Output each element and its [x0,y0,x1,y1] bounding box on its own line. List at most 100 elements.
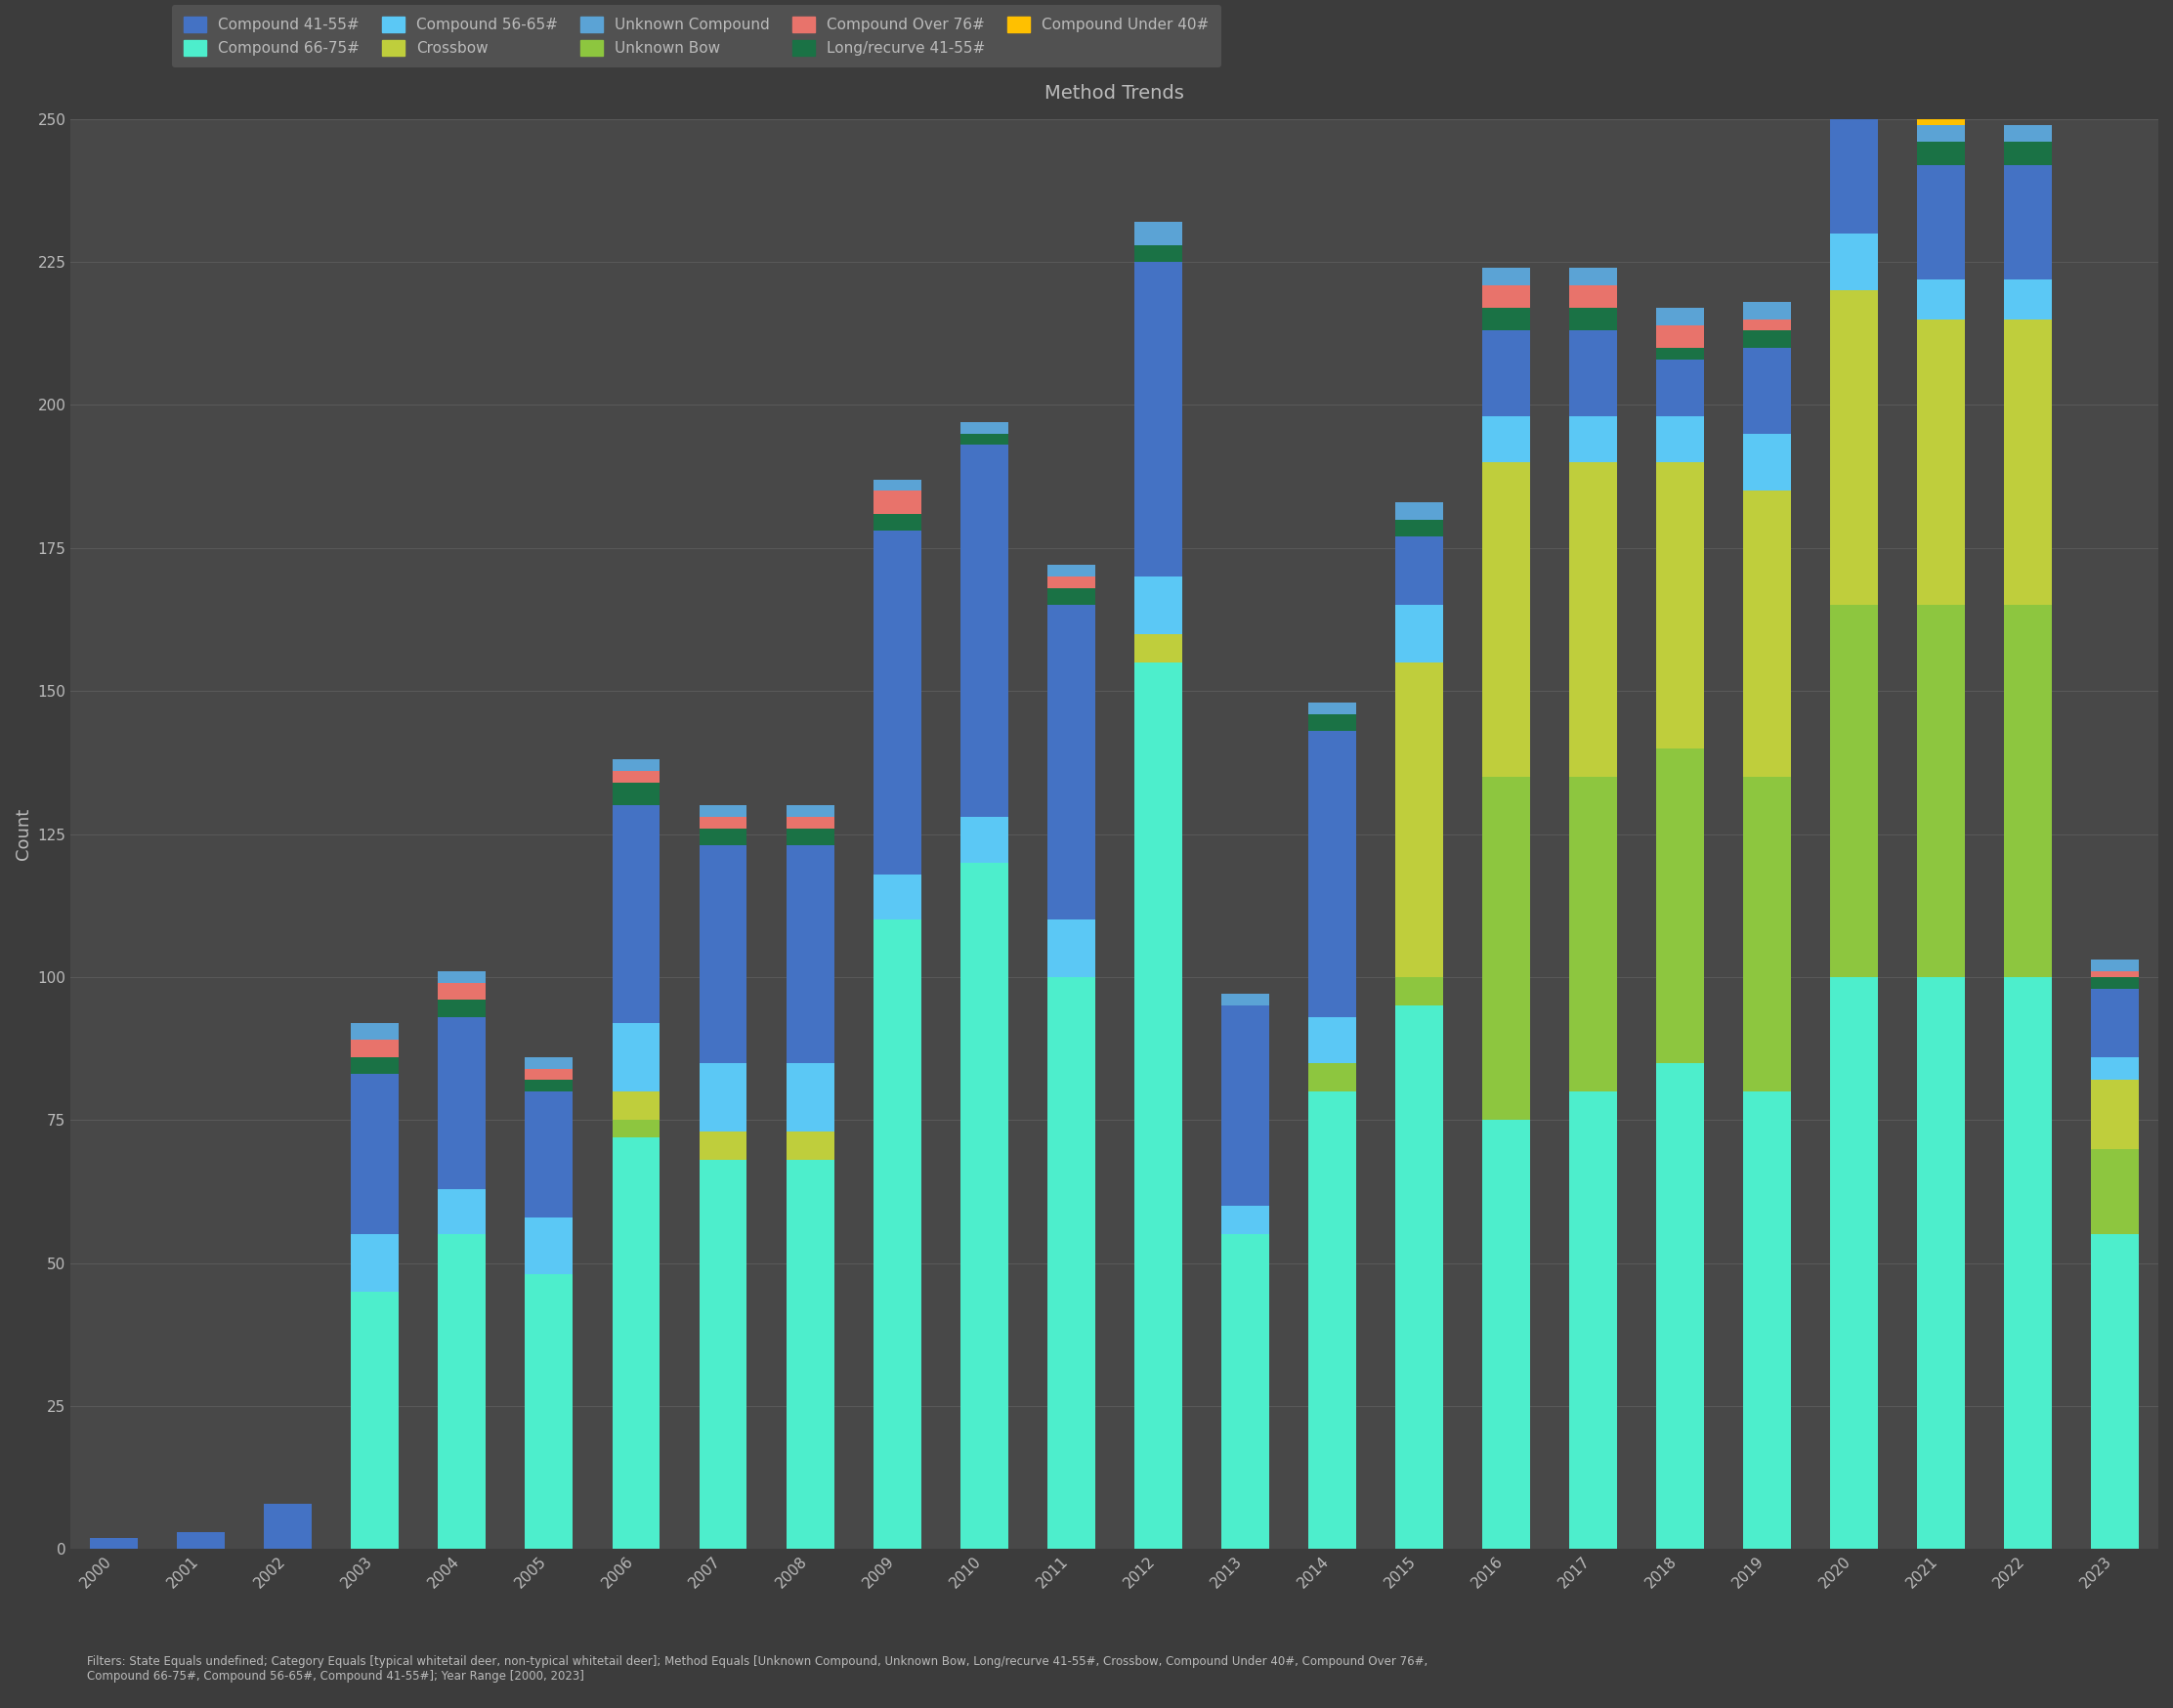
Bar [352,1235,400,1291]
Bar [1482,777,1530,1120]
Bar [526,1057,574,1069]
Bar [874,531,921,874]
Bar [1221,1206,1269,1235]
Bar [526,1218,574,1274]
Bar [1917,977,1964,1549]
Bar [613,760,661,770]
Bar [1482,285,1530,307]
Bar [874,480,921,490]
Bar [265,1503,313,1549]
Bar [2090,977,2138,989]
Bar [1047,921,1095,977]
Bar [700,1160,748,1549]
Bar [1830,39,1877,56]
Bar [1308,702,1356,714]
Bar [874,514,921,531]
Bar [787,806,834,816]
Bar [787,1131,834,1160]
Bar [700,1131,748,1160]
Bar [526,1079,574,1091]
Bar [1134,244,1182,261]
Bar [787,1160,834,1549]
Bar [1743,777,1791,1091]
Bar [1917,125,1964,142]
Bar [91,1537,139,1549]
Bar [613,770,661,782]
Bar [1743,331,1791,348]
Bar [1482,1120,1530,1549]
Bar [439,1189,487,1235]
Bar [1917,142,1964,164]
Bar [178,1532,226,1549]
Bar [1656,417,1704,463]
Bar [1830,234,1877,290]
Bar [2004,142,2051,164]
Bar [700,816,748,828]
Bar [2004,278,2051,319]
Bar [526,1069,574,1079]
Bar [1395,502,1443,519]
Bar [1656,325,1704,348]
Bar [1395,519,1443,536]
Legend: Compound 41-55#, Compound 66-75#, Compound 56-65#, Crossbow, Unknown Compound, U: Compound 41-55#, Compound 66-75#, Compou… [172,5,1221,68]
Bar [2004,125,2051,142]
Bar [787,828,834,845]
Bar [874,490,921,514]
Bar [1395,605,1443,663]
Bar [700,1062,748,1131]
Bar [1395,663,1443,977]
Bar [1656,748,1704,1062]
Bar [1830,977,1877,1549]
Bar [960,863,1008,1549]
Bar [1569,331,1617,417]
Bar [439,982,487,999]
Bar [787,1062,834,1131]
Bar [1656,307,1704,325]
Bar [1134,663,1182,1549]
Bar [2004,605,2051,977]
Bar [1308,714,1356,731]
Bar [613,1120,661,1138]
Bar [1047,977,1095,1549]
Bar [1917,319,1964,605]
Bar [352,1040,400,1057]
Bar [1047,605,1095,921]
Bar [1134,634,1182,663]
Bar [1569,463,1617,777]
Bar [1569,417,1617,463]
Bar [1917,68,1964,125]
Bar [1047,588,1095,605]
Bar [2090,960,2138,972]
Bar [1482,463,1530,777]
Bar [1134,261,1182,577]
Bar [960,422,1008,434]
Bar [1743,490,1791,777]
Bar [1221,994,1269,1006]
Bar [1830,605,1877,977]
Bar [2090,1235,2138,1549]
Bar [352,1291,400,1549]
Bar [352,1074,400,1235]
Bar [1047,565,1095,577]
Bar [1395,536,1443,605]
Bar [1743,434,1791,490]
Bar [1917,164,1964,278]
Bar [352,1023,400,1040]
Bar [1308,731,1356,1016]
Bar [2090,1079,2138,1149]
Bar [787,845,834,1062]
Bar [700,845,748,1062]
Bar [1569,1091,1617,1549]
Bar [2090,1149,2138,1235]
Bar [2004,977,2051,1549]
Bar [2004,164,2051,278]
Bar [1743,302,1791,319]
Bar [1482,307,1530,331]
Bar [1482,331,1530,417]
Bar [439,1016,487,1189]
Bar [1047,577,1095,588]
Bar [2090,1057,2138,1079]
Bar [439,972,487,982]
Bar [1656,463,1704,748]
Bar [2004,319,2051,605]
